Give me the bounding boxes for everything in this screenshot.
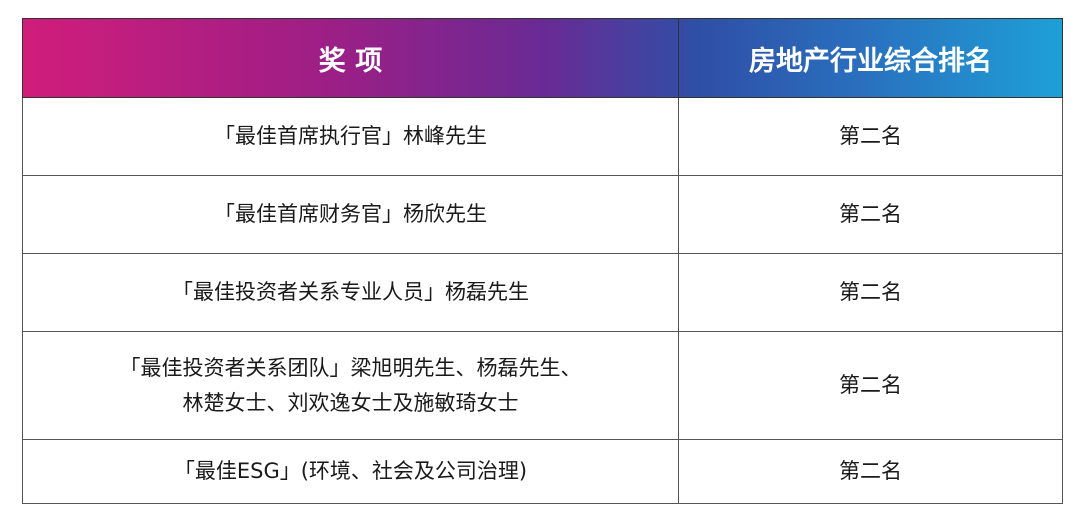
header-rank: 房地产行业综合排名: [678, 18, 1063, 98]
header-row: 奖 项 房地产行业综合排名: [22, 18, 1063, 98]
awards-table: 奖 项 房地产行业综合排名 「最佳首席执行官」林峰先生 第二名 「最佳首席财务官…: [22, 18, 1063, 504]
rank-cell: 第二名: [678, 253, 1063, 332]
award-cell: 「最佳首席执行官」林峰先生: [22, 97, 679, 176]
award-cell: 「最佳投资者关系团队」梁旭明先生、杨磊先生、 林楚女士、刘欢逸女士及施敏琦女士: [22, 331, 679, 440]
table-row: 「最佳投资者关系专业人员」杨磊先生 第二名: [22, 253, 1063, 332]
award-line: 「最佳投资者关系团队」梁旭明先生、杨磊先生、: [119, 355, 582, 380]
award-line: 林楚女士、刘欢逸女士及施敏琦女士: [182, 390, 519, 415]
award-cell: 「最佳首席财务官」杨欣先生: [22, 175, 679, 254]
rank-cell: 第二名: [678, 175, 1063, 254]
rank-cell: 第二名: [678, 97, 1063, 176]
table-row: 「最佳首席执行官」林峰先生 第二名: [22, 97, 1063, 176]
table-row: 「最佳首席财务官」杨欣先生 第二名: [22, 175, 1063, 254]
award-cell: 「最佳ESG」(环境、社会及公司治理): [22, 439, 679, 504]
table-row: 「最佳ESG」(环境、社会及公司治理) 第二名: [22, 439, 1063, 504]
award-cell: 「最佳投资者关系专业人员」杨磊先生: [22, 253, 679, 332]
rank-cell: 第二名: [678, 331, 1063, 440]
table-row: 「最佳投资者关系团队」梁旭明先生、杨磊先生、 林楚女士、刘欢逸女士及施敏琦女士 …: [22, 331, 1063, 440]
header-award: 奖 项: [22, 18, 679, 98]
rank-cell: 第二名: [678, 439, 1063, 504]
